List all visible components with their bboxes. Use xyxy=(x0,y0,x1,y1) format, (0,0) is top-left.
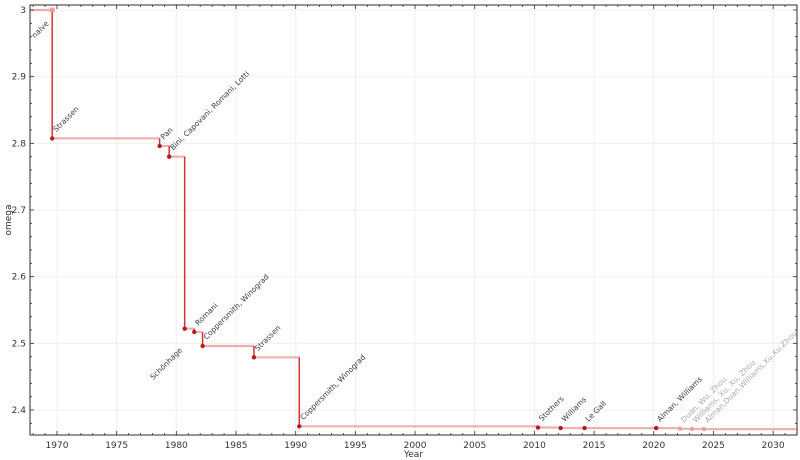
x-tick-label: 2030 xyxy=(762,441,785,451)
data-point-marker xyxy=(689,426,695,432)
x-axis-label: Year xyxy=(403,450,423,460)
data-point-marker xyxy=(49,7,55,13)
annotation-label: Coppersmith, Winograd xyxy=(298,353,367,422)
x-tick-label: 2010 xyxy=(523,441,546,451)
data-point-marker xyxy=(582,425,587,431)
data-point-marker xyxy=(166,154,172,159)
plot-frame xyxy=(29,4,798,436)
gridlines xyxy=(30,5,797,435)
y-tick-label: 2.7 xyxy=(12,206,26,216)
y-tick-label: 2.5 xyxy=(12,339,26,349)
x-tick-label: 2025 xyxy=(702,441,725,451)
annotation-label: Le Gall xyxy=(584,399,608,423)
x-tick-label: 1990 xyxy=(284,441,307,451)
data-point-marker xyxy=(297,424,302,429)
tick-labels: 1970 1975 1980 1985 1990 1995 2000 2005 2010 2015… xyxy=(12,6,785,451)
data-point-marker xyxy=(535,425,541,430)
annotation-label: Strassen xyxy=(51,104,81,134)
x-tick-label: 1985 xyxy=(225,441,248,451)
y-tick-label: 2.8 xyxy=(12,139,27,149)
y-axis-label: omega xyxy=(4,204,14,235)
data-point-marker xyxy=(182,326,187,331)
x-tick-label: 2005 xyxy=(463,441,486,451)
data-point-markers xyxy=(49,7,707,432)
axis-ticks xyxy=(30,5,798,435)
data-point-marker xyxy=(653,425,659,431)
data-point-marker xyxy=(192,329,197,335)
x-tick-label: 1995 xyxy=(344,441,367,451)
annotation-label: Bini, Capovani, Romani, Lotti xyxy=(168,69,251,152)
y-tick-label: 2.9 xyxy=(12,73,27,83)
x-tick-label: 1975 xyxy=(105,441,128,451)
x-tick-label: 2000 xyxy=(404,441,427,451)
data-point-marker xyxy=(558,425,563,431)
y-tick-label: 2.6 xyxy=(12,273,27,283)
annotation-label: Strassen xyxy=(253,323,283,353)
data-point-marker xyxy=(677,426,683,431)
data-point-marker xyxy=(50,136,55,141)
annotation-label: Pan xyxy=(159,125,175,141)
y-tick-label: 3 xyxy=(20,6,26,16)
step-line-horizontal-segments xyxy=(30,8,797,431)
annotation-label: naive xyxy=(30,19,51,40)
step-line-vertical-segments xyxy=(51,10,705,430)
data-point-marker xyxy=(200,343,205,349)
annotation-label: Schönhage xyxy=(148,345,184,381)
annotation-label: Williams, Xu, Xu, Zhou xyxy=(691,358,757,424)
x-tick-label: 1980 xyxy=(165,441,188,451)
x-tick-label: 2015 xyxy=(583,441,606,451)
y-tick-label: 2.4 xyxy=(12,406,27,416)
data-point-marker xyxy=(251,355,257,360)
x-tick-label: 2020 xyxy=(642,441,665,451)
data-point-marker xyxy=(701,426,707,432)
x-tick-label: 1970 xyxy=(46,441,69,451)
data-point-marker xyxy=(157,143,162,149)
